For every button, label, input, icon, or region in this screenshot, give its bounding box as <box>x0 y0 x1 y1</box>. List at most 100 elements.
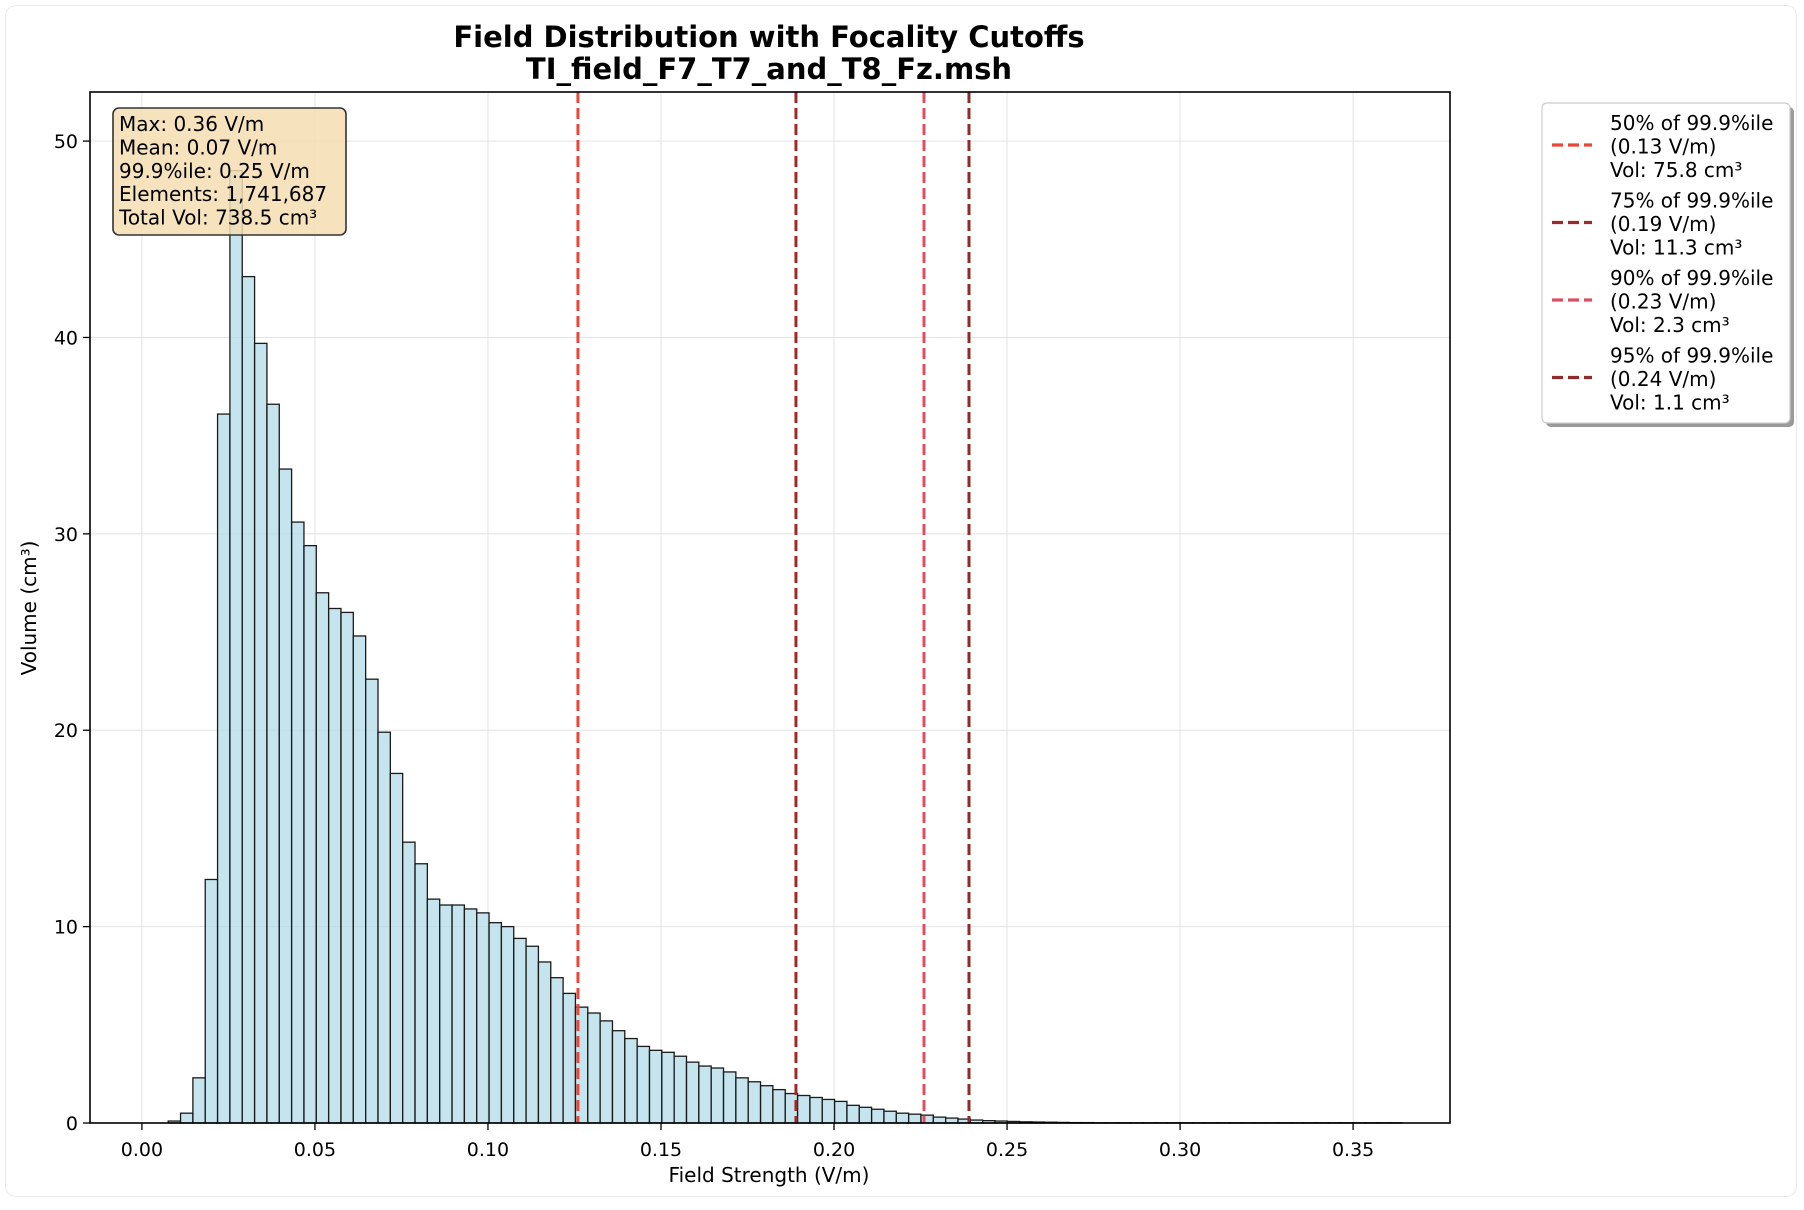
histogram-bar <box>724 1072 736 1123</box>
histogram-bar <box>292 522 304 1123</box>
histogram-bar <box>366 679 378 1123</box>
x-axis-ticks: 0.00 0.05 0.10 0.15 0.20 0.25 0.30 0.35 <box>121 1123 1375 1161</box>
histogram-bar <box>699 1066 711 1123</box>
histogram-bar <box>538 962 550 1123</box>
histogram-bar <box>403 842 415 1123</box>
x-tick-label: 0.15 <box>640 1139 682 1161</box>
histogram-bar <box>464 909 476 1123</box>
histogram-bar <box>526 946 538 1123</box>
histogram-bar <box>687 1062 699 1123</box>
histogram-bar <box>847 1105 859 1123</box>
legend-entry-text: Vol: 2.3 cm³ <box>1610 313 1730 337</box>
x-tick-label: 0.10 <box>467 1139 509 1161</box>
histogram-bar <box>674 1056 686 1123</box>
histogram-bar <box>267 404 279 1123</box>
histogram-bar <box>329 608 341 1123</box>
histogram-bar <box>230 171 242 1123</box>
histogram-bar <box>205 879 217 1123</box>
x-tick-label: 0.35 <box>1332 1139 1374 1161</box>
histogram-bar <box>600 1021 612 1123</box>
histogram-bar <box>798 1096 810 1123</box>
histogram-bar <box>810 1097 822 1123</box>
cutoff-lines <box>578 92 969 1123</box>
y-tick-label: 20 <box>54 720 78 742</box>
chart-title: Field Distribution with Focality Cutoffs <box>453 20 1084 54</box>
y-axis-ticks: 0 10 20 30 40 50 <box>54 131 90 1135</box>
y-tick-label: 10 <box>54 917 78 939</box>
legend-entry-text: Vol: 1.1 cm³ <box>1610 391 1730 415</box>
histogram-bar <box>773 1090 785 1123</box>
histogram-bar <box>588 1013 600 1123</box>
y-tick-label: 40 <box>54 327 78 349</box>
info-box-line: Mean: 0.07 V/m <box>119 135 277 159</box>
histogram-chart: Field Distribution with Focality Cutoffs… <box>6 6 1796 1196</box>
x-axis-label: Field Strength (V/m) <box>669 1163 870 1187</box>
chart-subtitle: TI_field_F7_T7_and_T8_Fz.msh <box>526 52 1012 86</box>
legend-entry-text: 95% of 99.9%ile <box>1610 344 1773 368</box>
y-tick-label: 0 <box>66 1113 78 1135</box>
legend-entry-text: (0.13 V/m) <box>1610 135 1716 159</box>
x-tick-label: 0.00 <box>121 1139 163 1161</box>
histogram-bar <box>440 905 452 1123</box>
legend-entry-text: 90% of 99.9%ile <box>1610 266 1773 290</box>
x-tick-label: 0.25 <box>986 1139 1028 1161</box>
x-tick-label: 0.05 <box>294 1139 336 1161</box>
histogram-bar <box>477 913 489 1123</box>
y-tick-label: 50 <box>54 131 78 153</box>
legend-entry-text: (0.24 V/m) <box>1610 367 1716 391</box>
histogram-bar <box>896 1113 908 1123</box>
legend-entry-text: (0.23 V/m) <box>1610 290 1716 314</box>
histogram-bar <box>563 993 575 1123</box>
histogram-bar <box>242 277 254 1123</box>
histogram-bar <box>551 978 563 1123</box>
legend-entry-text: (0.19 V/m) <box>1610 212 1716 236</box>
histogram-bar <box>427 899 439 1123</box>
histogram-bar <box>649 1050 661 1123</box>
histogram-bar <box>193 1078 205 1123</box>
histogram-bar <box>736 1078 748 1123</box>
histogram-bar <box>748 1082 760 1123</box>
histogram-bar <box>489 923 501 1123</box>
info-box-line: 99.9%ile: 0.25 V/m <box>119 159 310 183</box>
histogram-bar <box>279 469 291 1123</box>
histogram-bar <box>501 927 513 1123</box>
histogram-bar <box>390 773 402 1123</box>
histogram-bar <box>612 1031 624 1123</box>
histogram-bar <box>304 546 316 1123</box>
histogram-bar <box>181 1113 193 1123</box>
x-tick-label: 0.30 <box>1159 1139 1201 1161</box>
histogram-bar <box>514 938 526 1123</box>
histogram-bar <box>637 1046 649 1123</box>
legend-entry-text: Vol: 11.3 cm³ <box>1610 236 1742 260</box>
histogram-bar <box>255 343 267 1123</box>
y-tick-label: 30 <box>54 524 78 546</box>
y-axis-label: Volume (cm³) <box>17 541 41 676</box>
histogram-bar <box>625 1039 637 1123</box>
histogram-bar <box>909 1114 921 1123</box>
info-box-line: Max: 0.36 V/m <box>119 112 264 136</box>
histogram-bar <box>711 1068 723 1123</box>
histogram-bar <box>378 732 390 1123</box>
info-box-line: Elements: 1,741,687 <box>119 182 327 206</box>
histogram-bar <box>859 1107 871 1123</box>
histogram-bar <box>761 1086 773 1123</box>
histogram-bar <box>662 1052 674 1123</box>
histogram-bar <box>452 905 464 1123</box>
histogram-bar <box>218 414 230 1123</box>
histogram-bar <box>884 1111 896 1123</box>
info-box-line: Total Vol: 738.5 cm³ <box>118 206 317 230</box>
histogram-bar <box>822 1099 834 1123</box>
histogram-bar <box>341 612 353 1123</box>
x-tick-label: 0.20 <box>813 1139 855 1161</box>
histogram-bar <box>872 1109 884 1123</box>
legend-entry-text: 75% of 99.9%ile <box>1610 189 1773 213</box>
histogram-bar <box>835 1101 847 1123</box>
histogram-bar <box>353 636 365 1123</box>
histogram-bars <box>168 171 1402 1123</box>
figure-frame: Field Distribution with Focality Cutoffs… <box>6 6 1796 1196</box>
histogram-bar <box>415 864 427 1123</box>
legend-entry-text: 50% of 99.9%ile <box>1610 111 1773 135</box>
legend: 50% of 99.9%ile(0.13 V/m)Vol: 75.8 cm³ 75… <box>1542 103 1794 427</box>
legend-entry-text: Vol: 75.8 cm³ <box>1610 158 1742 182</box>
